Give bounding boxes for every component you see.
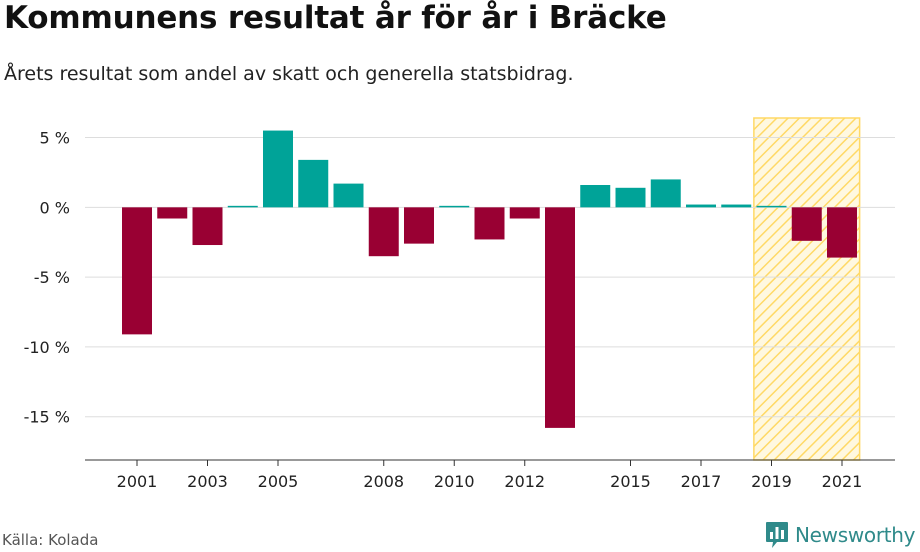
bar-2010 bbox=[439, 205, 470, 208]
bar-2017 bbox=[686, 204, 716, 208]
x-tick-label: 2021 bbox=[822, 472, 863, 491]
bar-2006 bbox=[298, 159, 329, 208]
bar-2016 bbox=[650, 179, 681, 208]
newsworthy-logo: Newsworthy bbox=[765, 521, 916, 549]
bar-2009 bbox=[404, 207, 434, 244]
y-tick-label: -5 % bbox=[34, 268, 70, 287]
x-tick-label: 2012 bbox=[504, 472, 545, 491]
bar-2012 bbox=[509, 207, 540, 219]
brand-name: Newsworthy bbox=[795, 523, 916, 547]
x-tick-label: 2003 bbox=[187, 472, 228, 491]
bar-2014 bbox=[580, 185, 611, 208]
x-tick-label: 2019 bbox=[751, 472, 792, 491]
x-tick-label: 2001 bbox=[117, 472, 158, 491]
bar-chart-speech-bubble-icon bbox=[766, 522, 788, 548]
x-tick-label: 2008 bbox=[363, 472, 404, 491]
chart-title: Kommunens resultat år för år i Bräcke bbox=[4, 0, 667, 36]
bar-2018 bbox=[721, 204, 752, 208]
bar-2007 bbox=[333, 183, 364, 208]
bar-2015 bbox=[615, 187, 646, 208]
bar-2003 bbox=[192, 207, 223, 246]
bar-2005 bbox=[263, 130, 293, 208]
bar-2021 bbox=[827, 207, 857, 258]
y-tick-label: -15 % bbox=[24, 408, 70, 427]
y-tick-label: -10 % bbox=[24, 338, 70, 357]
bar-2011 bbox=[474, 207, 505, 240]
x-tick-label: 2015 bbox=[610, 472, 651, 491]
highlight-band bbox=[753, 117, 861, 461]
bar-2004 bbox=[227, 205, 258, 208]
x-tick-label: 2010 bbox=[434, 472, 475, 491]
y-tick-label: 0 % bbox=[40, 198, 70, 217]
bar-2020 bbox=[791, 207, 822, 241]
bar-2002 bbox=[157, 207, 188, 219]
bar-2008 bbox=[368, 207, 399, 257]
x-tick-label: 2005 bbox=[258, 472, 299, 491]
bar-chart: 5 % 0 % -5 % -10 % -15 % 2001 2003 2005 2008 201… bbox=[24, 117, 895, 491]
bar-2019 bbox=[756, 205, 787, 208]
bar-2013 bbox=[545, 207, 575, 428]
bar-2001 bbox=[122, 207, 152, 335]
x-tick-label: 2017 bbox=[681, 472, 722, 491]
chart-subtitle: Årets resultat som andel av skatt och ge… bbox=[4, 63, 574, 85]
source-note: Källa: Kolada bbox=[2, 531, 99, 549]
y-tick-label: 5 % bbox=[40, 129, 70, 148]
